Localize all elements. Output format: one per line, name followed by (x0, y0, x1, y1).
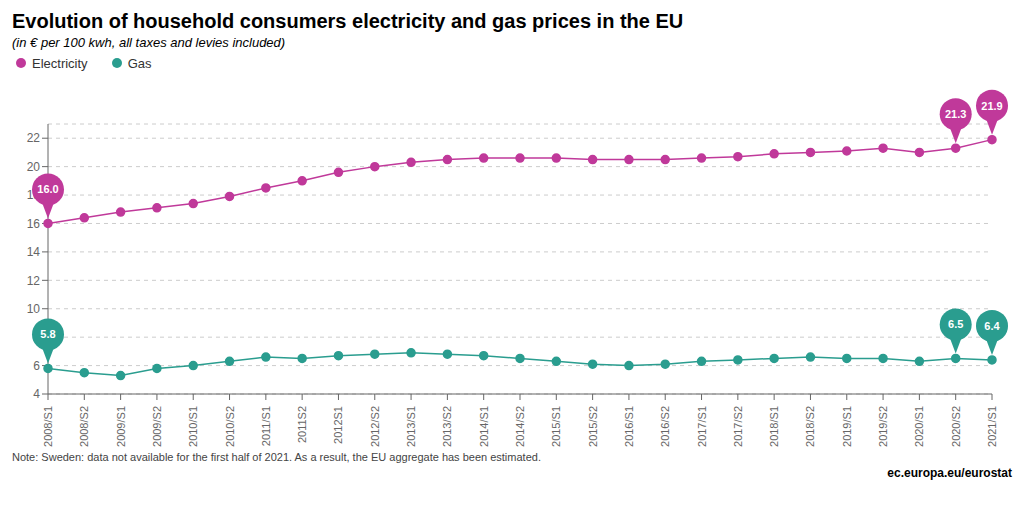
html-text:(in € per 100 kwh, all taxes a: (in € per 100 kwh, all taxes and levies … (12, 35, 286, 50)
svg-text:2017/S1: 2017/S1 (696, 406, 708, 447)
svg-text:2014/S1: 2014/S1 (478, 406, 490, 447)
svg-text:2016/S2: 2016/S2 (659, 406, 671, 447)
svg-text:2013/S1: 2013/S1 (405, 406, 417, 447)
svg-text:2015/S1: 2015/S1 (550, 406, 562, 447)
html-text:Evolution of household consume: Evolution of household consumers electri… (12, 10, 684, 32)
svg-text:5.8: 5.8 (40, 328, 55, 340)
svg-text:16.0: 16.0 (37, 183, 58, 195)
svg-text:2012S1: 2012S1 (332, 406, 344, 444)
svg-text:16: 16 (27, 217, 41, 231)
svg-text:2015/S2: 2015/S2 (587, 406, 599, 447)
svg-text:6.4: 6.4 (984, 320, 1000, 332)
svg-text:2020/S2: 2020/S2 (950, 406, 962, 447)
svg-text:2019/S1: 2019/S1 (841, 406, 853, 447)
svg-text:2019/S2: 2019/S2 (877, 406, 889, 447)
svg-text:6.5: 6.5 (948, 318, 963, 330)
svg-text:2017/S2: 2017/S2 (732, 406, 744, 447)
svg-text:12: 12 (27, 274, 41, 288)
svg-text:4: 4 (33, 387, 40, 401)
html-text:Gas: Gas (127, 55, 152, 71)
svg-text:2012/S2: 2012/S2 (369, 406, 381, 447)
svg-text:20: 20 (27, 160, 41, 174)
svg-text:2011/S1: 2011/S1 (260, 406, 272, 446)
svg-text:2009/S1: 2009/S1 (115, 406, 127, 447)
svg-text:2010/S2: 2010/S2 (224, 406, 236, 447)
svg-text:2018/S2: 2018/S2 (804, 406, 816, 447)
svg-text:2016/S1: 2016/S1 (623, 406, 635, 447)
svg-text:2018/S1: 2018/S1 (768, 406, 780, 447)
svg-text:2021/S1: 2021/S1 (986, 406, 998, 447)
svg-text:2013/S2: 2013/S2 (441, 406, 453, 447)
svg-text:14: 14 (27, 245, 41, 259)
svg-text:6: 6 (33, 359, 40, 373)
svg-text:2008/S2: 2008/S2 (78, 406, 90, 447)
html-text:Note: Sweden: data not availab: Note: Sweden: data not available for the… (12, 451, 541, 463)
svg-text:2014/S2: 2014/S2 (514, 406, 526, 447)
svg-text:2009/S2: 2009/S2 (151, 406, 163, 447)
svg-text:2010/S1: 2010/S1 (187, 406, 199, 447)
svg-text:10: 10 (27, 302, 41, 316)
html-text:Electricity: Electricity (32, 55, 88, 71)
svg-text:21.3: 21.3 (945, 108, 966, 120)
svg-text:2020/S1: 2020/S1 (913, 406, 925, 447)
svg-text:2011S2: 2011S2 (296, 406, 308, 443)
svg-text:2008/S1: 2008/S1 (42, 406, 54, 447)
html-text:ec.europa.eu/eurostat: ec.europa.eu/eurostat (887, 466, 1012, 480)
svg-text:22: 22 (27, 131, 41, 145)
svg-text:21.9: 21.9 (981, 100, 1002, 112)
